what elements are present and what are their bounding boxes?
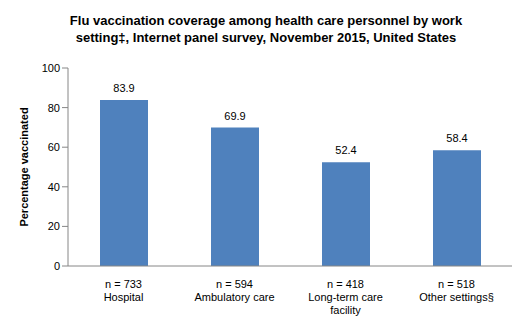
html-text:setting‡, Internet panel surve: setting‡, Internet panel survey, Novembe… [75, 30, 457, 45]
html-text:Flu vaccination coverage among: Flu vaccination coverage among health ca… [69, 13, 463, 28]
svg-text:69.9: 69.9 [224, 110, 245, 122]
svg-text:n = 733Hospital: n = 733Hospital [104, 278, 144, 303]
svg-text:83.9: 83.9 [113, 82, 134, 94]
svg-text:Percentage vaccinated: Percentage vaccinated [18, 107, 30, 226]
svg-text:20: 20 [48, 220, 60, 232]
svg-text:52.4: 52.4 [335, 144, 356, 156]
svg-text:58.4: 58.4 [446, 132, 467, 144]
svg-text:n = 418Long-term carefacility: n = 418Long-term carefacility [308, 278, 383, 316]
svg-text:40: 40 [48, 181, 60, 193]
svg-text:n = 518Other settings§: n = 518Other settings§ [419, 278, 494, 303]
svg-text:0: 0 [54, 260, 60, 272]
svg-text:100: 100 [42, 62, 60, 74]
svg-text:60: 60 [48, 141, 60, 153]
svg-text:80: 80 [48, 102, 60, 114]
svg-text:n = 594Ambulatory care: n = 594Ambulatory care [194, 278, 274, 303]
